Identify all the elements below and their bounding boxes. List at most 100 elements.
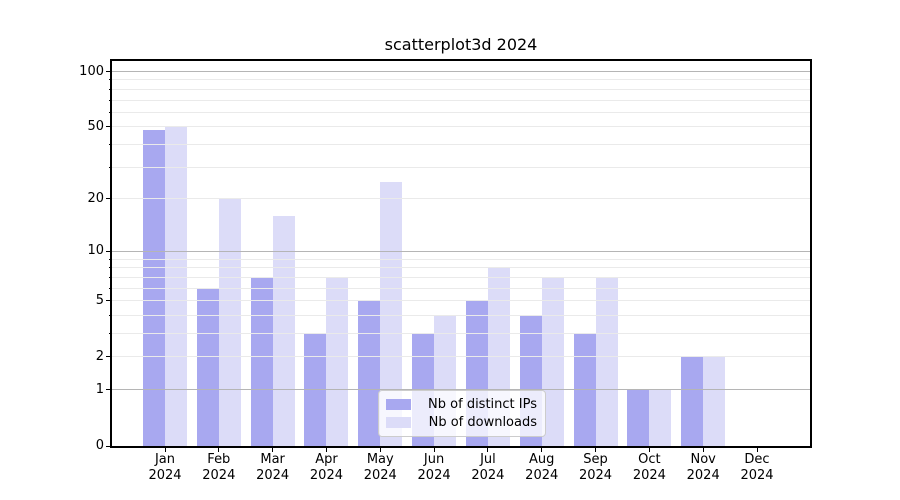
y-minor-tick-mark (109, 166, 112, 168)
legend-swatch-distinct-ips-icon (386, 399, 411, 411)
x-tick-mark (164, 448, 166, 452)
x-axis-tick-label: Jan 2024 (133, 452, 197, 484)
y-minor-tick-mark (109, 79, 112, 81)
legend-label-downloads: Nb of downloads (428, 414, 537, 430)
bar-distinct-ips (250, 277, 273, 446)
y-minor-tick-mark (109, 144, 112, 146)
y-tick-mark (106, 300, 112, 302)
x-tick-year: 2024 (525, 468, 559, 483)
x-tick-month: Sep (583, 452, 608, 467)
x-tick-mark (541, 448, 543, 452)
x-axis-tick-label: Sep 2024 (564, 452, 628, 484)
x-tick-mark (379, 448, 381, 452)
y-tick-mark (106, 356, 112, 358)
x-tick-month: Apr (315, 452, 338, 467)
bar-distinct-ips (143, 130, 165, 446)
x-axis-tick-label: Nov 2024 (671, 452, 735, 484)
y-axis-tick-label: 50 (87, 118, 104, 134)
bar-downloads (703, 356, 726, 446)
x-tick-month: Dec (744, 452, 770, 467)
chart-title: scatterplot3d 2024 (384, 35, 538, 54)
y-minor-tick-mark (109, 99, 112, 101)
x-tick-month: Jan (154, 452, 176, 467)
x-tick-year: 2024 (417, 468, 451, 483)
bar-downloads (649, 389, 672, 446)
x-tick-year: 2024 (578, 468, 613, 483)
bar-downloads (218, 198, 241, 446)
y-minor-tick-mark (109, 333, 112, 335)
x-tick-year: 2024 (471, 468, 505, 483)
bar-distinct-ips (196, 288, 219, 446)
x-tick-year: 2024 (148, 468, 182, 483)
x-tick-year: 2024 (256, 468, 290, 483)
y-axis-tick-label: 10 (87, 243, 104, 259)
legend-item-distinct-ips: Nb of distinct IPs (386, 396, 537, 413)
x-tick-year: 2024 (363, 468, 397, 483)
x-tick-month: Oct (638, 452, 661, 467)
bar-distinct-ips (627, 389, 650, 446)
bar-distinct-ips (358, 300, 381, 446)
x-tick-mark (595, 448, 597, 452)
x-tick-mark (272, 448, 274, 452)
x-axis-tick-label: Oct 2024 (617, 452, 681, 484)
legend-label-distinct-ips: Nb of distinct IPs (428, 397, 537, 413)
x-tick-month: Feb (207, 452, 231, 467)
x-axis-tick-label: Mar 2024 (241, 452, 305, 484)
y-tick-mark (106, 71, 112, 73)
bar-downloads (380, 181, 403, 446)
y-axis-tick-label: 2 (95, 348, 104, 364)
x-tick-year: 2024 (202, 468, 236, 483)
y-minor-tick-mark (109, 258, 112, 260)
bar-distinct-ips (304, 333, 327, 446)
legend: Nb of distinct IPs Nb of downloads (378, 390, 546, 437)
y-axis-tick-label: 1 (95, 381, 104, 397)
bar-downloads (326, 277, 349, 446)
x-tick-year: 2024 (686, 468, 720, 483)
x-tick-mark (756, 448, 758, 452)
x-axis-tick-label: May 2024 (348, 452, 412, 484)
bar-distinct-ips (681, 356, 704, 446)
bar-distinct-ips (573, 333, 596, 446)
bar-downloads (541, 277, 564, 446)
x-tick-month: Aug (529, 452, 555, 467)
x-tick-month: Mar (260, 452, 285, 467)
x-axis-tick-label: Jul 2024 (456, 452, 520, 484)
bar-downloads (165, 126, 187, 446)
y-minor-tick-mark (109, 88, 112, 90)
legend-item-downloads: Nb of downloads (386, 414, 537, 431)
y-axis-tick-label: 20 (87, 190, 104, 206)
x-tick-year: 2024 (632, 468, 666, 483)
x-axis-tick-label: Aug 2024 (510, 452, 574, 484)
y-minor-tick-mark (109, 276, 112, 278)
y-minor-tick-mark (109, 314, 112, 316)
y-tick-mark (106, 250, 112, 252)
x-axis-tick-label: Jun 2024 (402, 452, 466, 484)
bar-downloads (595, 277, 618, 446)
y-axis-tick-label: 100 (79, 63, 104, 79)
x-tick-month: May (366, 452, 394, 467)
legend-swatch-downloads-icon (386, 416, 411, 428)
x-axis-tick-label: Apr 2024 (294, 452, 358, 484)
y-tick-mark (106, 198, 112, 200)
x-tick-month: Nov (690, 452, 716, 467)
x-tick-mark (702, 448, 704, 452)
x-axis-tick-label: Feb 2024 (187, 452, 251, 484)
x-tick-month: Jun (423, 452, 445, 467)
y-minor-tick-mark (109, 111, 112, 113)
x-tick-month: Jul (480, 452, 496, 467)
x-tick-mark (325, 448, 327, 452)
x-axis-tick-label: Dec 2024 (725, 452, 789, 484)
y-minor-tick-mark (109, 267, 112, 269)
x-tick-mark (218, 448, 220, 452)
x-tick-year: 2024 (740, 468, 774, 483)
y-tick-mark (106, 445, 112, 447)
y-minor-tick-mark (109, 287, 112, 289)
x-tick-mark (433, 448, 435, 452)
x-tick-mark (648, 448, 650, 452)
x-tick-mark (487, 448, 489, 452)
y-axis-tick-label: 0 (95, 438, 104, 453)
y-axis-tick-label: 5 (95, 292, 104, 308)
y-tick-mark (106, 389, 112, 391)
y-tick-mark (106, 126, 112, 128)
